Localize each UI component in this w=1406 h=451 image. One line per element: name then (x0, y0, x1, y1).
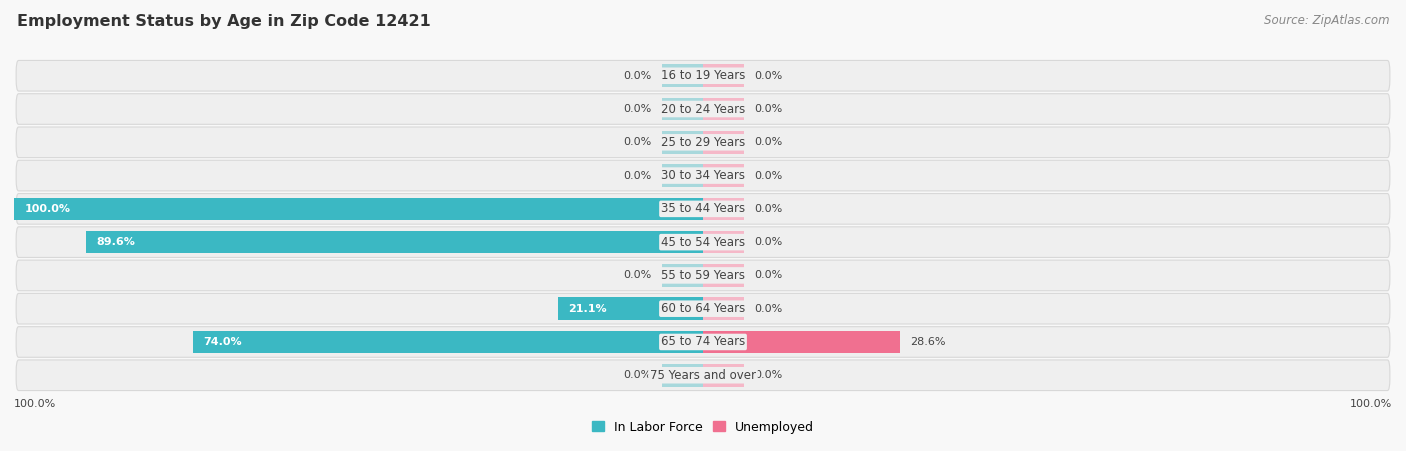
Text: 0.0%: 0.0% (755, 170, 783, 180)
Bar (703, 364, 744, 387)
Text: 21.1%: 21.1% (568, 304, 606, 314)
Text: 0.0%: 0.0% (623, 170, 651, 180)
Text: Source: ZipAtlas.com: Source: ZipAtlas.com (1264, 14, 1389, 27)
Text: 0.0%: 0.0% (623, 370, 651, 380)
Text: Employment Status by Age in Zip Code 12421: Employment Status by Age in Zip Code 124… (17, 14, 430, 28)
Text: 75 Years and over: 75 Years and over (650, 369, 756, 382)
Bar (662, 164, 703, 187)
Text: 0.0%: 0.0% (755, 71, 783, 81)
Bar (662, 364, 703, 387)
Text: 30 to 34 Years: 30 to 34 Years (661, 169, 745, 182)
Text: 16 to 19 Years: 16 to 19 Years (661, 69, 745, 82)
FancyBboxPatch shape (15, 160, 1391, 191)
Text: 74.0%: 74.0% (204, 337, 242, 347)
Text: 45 to 54 Years: 45 to 54 Years (661, 235, 745, 249)
Bar (703, 64, 744, 87)
FancyBboxPatch shape (15, 327, 1391, 357)
Bar (193, 331, 703, 353)
Text: 0.0%: 0.0% (623, 271, 651, 281)
FancyBboxPatch shape (15, 60, 1391, 91)
FancyBboxPatch shape (15, 294, 1391, 324)
Text: 20 to 24 Years: 20 to 24 Years (661, 102, 745, 115)
Text: 0.0%: 0.0% (755, 304, 783, 314)
FancyBboxPatch shape (15, 360, 1391, 391)
Text: 100.0%: 100.0% (1350, 399, 1392, 409)
Text: 0.0%: 0.0% (623, 71, 651, 81)
Bar (14, 198, 703, 220)
Text: 0.0%: 0.0% (755, 137, 783, 147)
Text: 60 to 64 Years: 60 to 64 Years (661, 302, 745, 315)
Text: 0.0%: 0.0% (755, 370, 783, 380)
Bar (703, 131, 744, 154)
Bar (703, 198, 744, 220)
Bar (662, 98, 703, 120)
Bar (86, 231, 703, 253)
Text: 65 to 74 Years: 65 to 74 Years (661, 336, 745, 349)
Bar (703, 231, 744, 253)
Text: 100.0%: 100.0% (24, 204, 70, 214)
Text: 0.0%: 0.0% (755, 104, 783, 114)
Legend: In Labor Force, Unemployed: In Labor Force, Unemployed (586, 416, 820, 439)
Bar (558, 297, 703, 320)
Bar (703, 331, 900, 353)
Text: 0.0%: 0.0% (755, 237, 783, 247)
Text: 0.0%: 0.0% (623, 104, 651, 114)
Bar (703, 264, 744, 287)
FancyBboxPatch shape (15, 227, 1391, 258)
Text: 35 to 44 Years: 35 to 44 Years (661, 202, 745, 216)
FancyBboxPatch shape (15, 193, 1391, 224)
Text: 89.6%: 89.6% (96, 237, 135, 247)
FancyBboxPatch shape (15, 94, 1391, 124)
FancyBboxPatch shape (15, 127, 1391, 157)
Text: 0.0%: 0.0% (755, 271, 783, 281)
Bar (703, 297, 744, 320)
FancyBboxPatch shape (15, 260, 1391, 291)
Text: 0.0%: 0.0% (623, 137, 651, 147)
Bar (703, 164, 744, 187)
Text: 25 to 29 Years: 25 to 29 Years (661, 136, 745, 149)
Text: 55 to 59 Years: 55 to 59 Years (661, 269, 745, 282)
Bar (703, 98, 744, 120)
Text: 28.6%: 28.6% (910, 337, 946, 347)
Text: 0.0%: 0.0% (755, 204, 783, 214)
Bar (662, 131, 703, 154)
Bar (662, 64, 703, 87)
Bar (662, 264, 703, 287)
Text: 100.0%: 100.0% (14, 399, 56, 409)
